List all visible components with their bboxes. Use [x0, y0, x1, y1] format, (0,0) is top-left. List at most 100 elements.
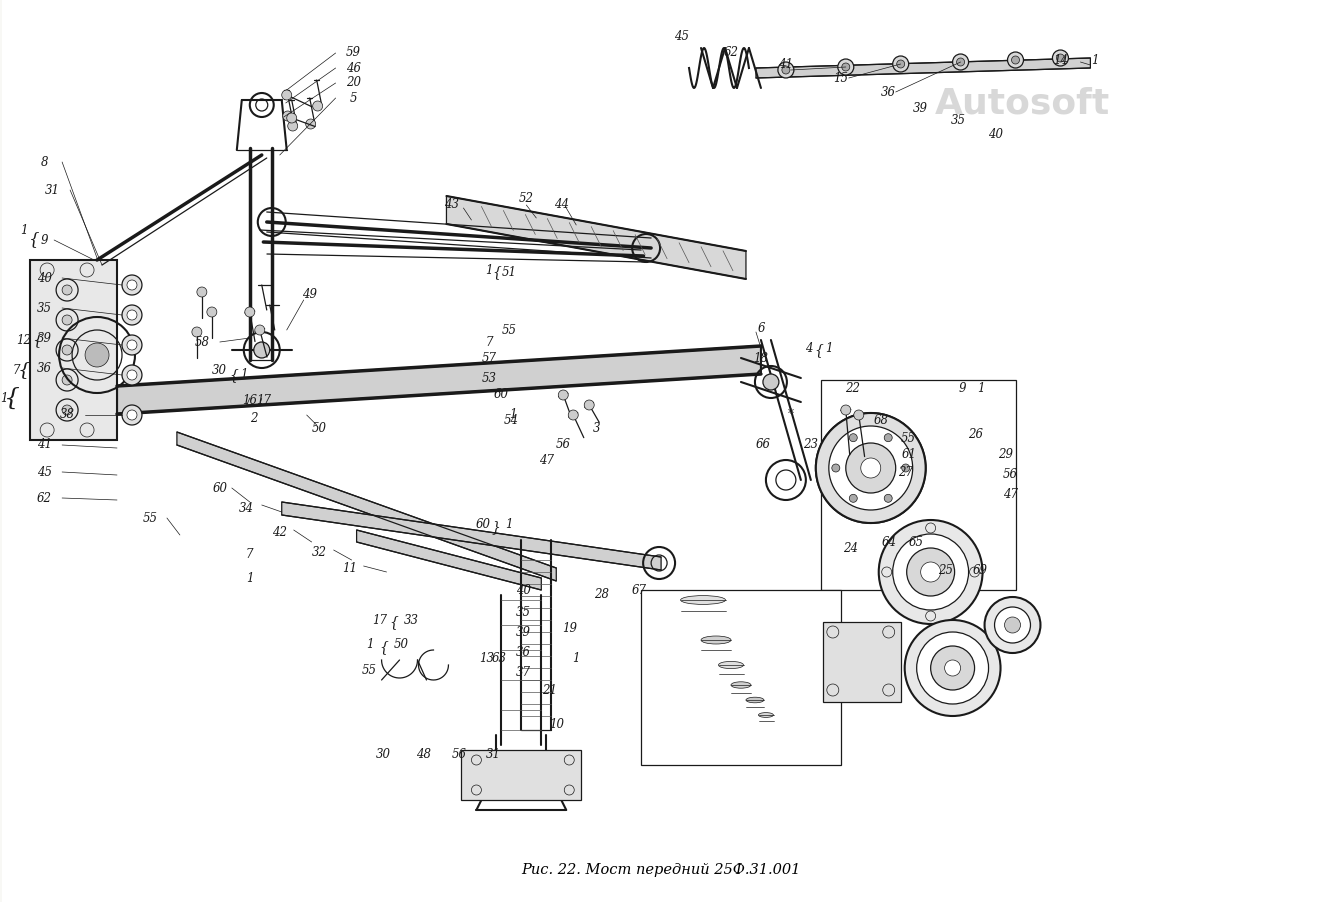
Text: 60: 60	[476, 519, 491, 531]
Text: 35: 35	[37, 301, 51, 315]
Text: 20: 20	[346, 77, 361, 89]
Text: 49: 49	[302, 289, 317, 301]
Circle shape	[1008, 52, 1024, 68]
Text: 53: 53	[481, 372, 497, 384]
Circle shape	[984, 597, 1041, 653]
Text: 22: 22	[845, 382, 860, 394]
Text: 52: 52	[518, 191, 534, 205]
Circle shape	[762, 374, 780, 390]
Text: 60: 60	[493, 389, 509, 401]
Circle shape	[861, 458, 881, 478]
Circle shape	[282, 111, 293, 121]
Text: 35: 35	[951, 114, 966, 126]
Text: 19: 19	[562, 621, 576, 634]
Circle shape	[288, 121, 298, 131]
Circle shape	[952, 54, 968, 70]
Circle shape	[121, 405, 142, 425]
Text: 35: 35	[516, 605, 530, 619]
Text: 7: 7	[247, 548, 253, 562]
Circle shape	[828, 426, 913, 510]
Text: *: *	[787, 409, 794, 421]
Ellipse shape	[758, 713, 773, 717]
Circle shape	[127, 370, 137, 380]
Circle shape	[197, 287, 207, 297]
Circle shape	[832, 464, 840, 472]
Polygon shape	[356, 530, 541, 590]
Text: 36: 36	[37, 362, 51, 374]
Text: 65: 65	[909, 536, 923, 548]
Text: 38: 38	[59, 409, 75, 421]
Text: {: {	[814, 343, 823, 357]
Text: 4: 4	[805, 342, 813, 354]
Polygon shape	[177, 432, 557, 581]
Text: Рис. 22. Мост передний 25Ф.31.001: Рис. 22. Мост передний 25Ф.31.001	[521, 863, 801, 877]
Text: 1: 1	[509, 409, 517, 421]
Circle shape	[191, 327, 202, 337]
Text: 1: 1	[247, 572, 253, 584]
Text: 21: 21	[542, 684, 557, 696]
Text: 30: 30	[212, 364, 227, 376]
Text: 55: 55	[501, 324, 517, 336]
Circle shape	[884, 494, 892, 502]
Circle shape	[245, 307, 255, 317]
Text: 1: 1	[365, 639, 373, 651]
Text: 18: 18	[753, 352, 769, 364]
Text: 12: 12	[17, 334, 32, 346]
Circle shape	[1012, 56, 1020, 64]
Circle shape	[127, 280, 137, 290]
Text: {: {	[379, 640, 388, 654]
Circle shape	[62, 285, 73, 295]
Text: 60: 60	[212, 482, 227, 494]
Text: 62: 62	[724, 45, 739, 59]
Ellipse shape	[747, 697, 764, 703]
Circle shape	[568, 410, 578, 420]
Circle shape	[845, 443, 896, 493]
Text: 58: 58	[194, 336, 210, 348]
Circle shape	[838, 59, 853, 75]
Text: Autosoft: Autosoft	[935, 87, 1111, 121]
Circle shape	[878, 520, 983, 624]
Text: 1: 1	[240, 369, 248, 382]
Text: 11: 11	[342, 562, 357, 575]
Text: 44: 44	[554, 198, 568, 211]
Text: {: {	[492, 265, 501, 279]
Circle shape	[286, 113, 297, 123]
Circle shape	[127, 340, 137, 350]
Polygon shape	[282, 502, 661, 570]
Circle shape	[840, 405, 851, 415]
Text: 2: 2	[251, 411, 257, 425]
Text: 50: 50	[394, 639, 409, 651]
Circle shape	[931, 646, 975, 690]
Text: 40: 40	[516, 584, 530, 596]
Circle shape	[1057, 54, 1064, 62]
Circle shape	[62, 315, 73, 325]
Text: 3: 3	[592, 421, 600, 435]
Circle shape	[897, 60, 905, 68]
Text: 66: 66	[756, 438, 770, 452]
Text: 7: 7	[485, 336, 493, 348]
Circle shape	[207, 307, 216, 317]
Text: 9: 9	[41, 234, 47, 246]
Text: 16: 16	[243, 393, 257, 407]
Circle shape	[121, 275, 142, 295]
Text: 1: 1	[20, 224, 28, 236]
Text: 55: 55	[901, 431, 917, 445]
Circle shape	[902, 464, 910, 472]
Text: 64: 64	[881, 536, 896, 548]
Text: 45: 45	[37, 465, 51, 478]
Circle shape	[306, 119, 315, 129]
Text: 51: 51	[501, 265, 517, 279]
Text: 15: 15	[834, 71, 848, 85]
Text: 48: 48	[415, 749, 431, 761]
Text: 41: 41	[778, 59, 794, 71]
Circle shape	[956, 58, 964, 66]
Polygon shape	[30, 260, 117, 440]
Text: 45: 45	[674, 30, 689, 42]
Circle shape	[62, 405, 73, 415]
Text: {: {	[4, 386, 20, 410]
Text: 39: 39	[37, 332, 51, 345]
Text: 1: 1	[826, 342, 832, 354]
Text: 31: 31	[485, 749, 501, 761]
Text: 5: 5	[350, 91, 357, 105]
Text: 39: 39	[913, 102, 929, 115]
